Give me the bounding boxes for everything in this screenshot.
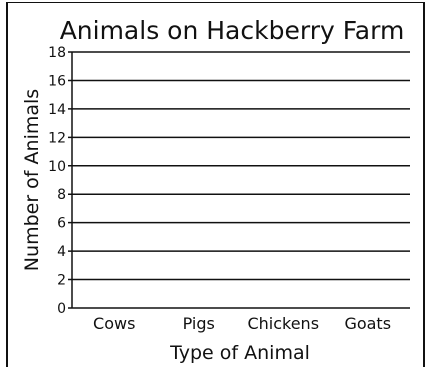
y-tick-label: 8: [57, 187, 66, 203]
gridlines: [68, 51, 410, 309]
y-tick-label: 10: [48, 159, 66, 175]
y-tick-label: 6: [57, 216, 66, 232]
y-tick-label: 14: [48, 102, 66, 118]
x-axis-label: Type of Animal: [169, 342, 310, 364]
y-tick-label: 0: [57, 301, 66, 317]
chart-frame: [6, 2, 425, 367]
y-tick-label: 4: [57, 244, 66, 260]
y-tick-label: 2: [57, 273, 66, 289]
x-tick-label: Cows: [93, 314, 135, 333]
y-tick-label: 12: [48, 130, 66, 146]
x-tick-label: Pigs: [183, 314, 215, 333]
x-tick-label: Goats: [344, 314, 391, 333]
y-tick-labels: 0 2 4 6 8 10 12 14 16 18: [48, 45, 66, 317]
x-tick-labels: Cows Pigs Chickens Goats: [93, 314, 391, 333]
x-tick-label: Chickens: [247, 314, 319, 333]
y-axis-label: Number of Animals: [21, 89, 43, 271]
chart-title: Animals on Hackberry Farm: [60, 16, 405, 45]
y-tick-label: 16: [48, 73, 66, 89]
y-tick-label: 18: [48, 45, 66, 61]
